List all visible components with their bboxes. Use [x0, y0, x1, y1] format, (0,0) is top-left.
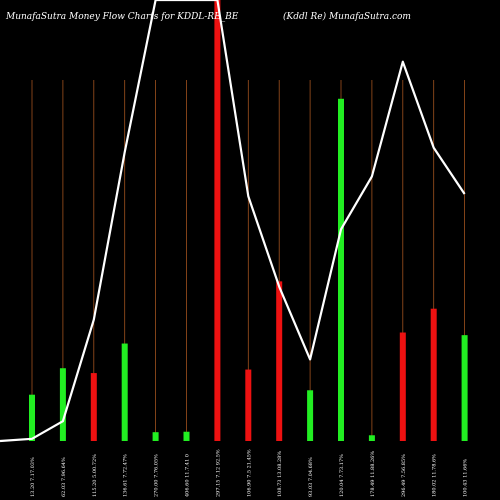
bar	[90, 373, 97, 441]
bar	[152, 432, 159, 441]
x-tick-label: 120.04 7.73.17%	[339, 454, 345, 497]
bar	[338, 98, 344, 441]
x-tick-label: 106.90 7.5 21.45%	[246, 449, 252, 497]
x-tick-label: 115.20 5.00.72%	[92, 454, 98, 497]
site-title: (Kddl Re) MunafaSutra.com	[283, 11, 411, 22]
bar	[245, 369, 252, 441]
x-tick-labels: 13.20 7.17.03% 62.03 7.96.64% 115.20 5.00.…	[30, 449, 469, 497]
bar	[461, 335, 468, 441]
x-tick-label: 100.43 11.66%	[463, 459, 469, 497]
bar	[214, 0, 221, 441]
bar	[368, 435, 375, 441]
bar	[183, 431, 190, 441]
flow-line-path	[0, 0, 466, 443]
bar	[29, 394, 35, 441]
flow-line	[0, 0, 466, 443]
bar	[121, 343, 128, 441]
bar	[276, 281, 283, 441]
x-tick-label: 108.73 13.08.28%	[277, 451, 283, 497]
bars	[29, 0, 468, 441]
x-tick-label: 62.03 7.96.64%	[61, 457, 67, 497]
x-tick-label: 136.61 7.72.47%	[123, 454, 129, 497]
bar	[399, 332, 406, 441]
x-tick-label: 178.49 11.88.26%	[370, 451, 376, 497]
x-tick-label: 93.03 7.04.68%	[308, 457, 314, 497]
chart-title: MunafaSutra Money Flow Charts for KDDL-R…	[5, 12, 239, 22]
bar	[430, 308, 437, 441]
x-tick-label: 13.20 7.17.03%	[30, 457, 36, 497]
x-tick-label: 296.49 7.56.85%	[401, 454, 407, 497]
bar	[307, 390, 314, 441]
x-tick-label: 297.15 7.12 92.5%	[215, 449, 221, 497]
bar	[59, 368, 66, 441]
x-tick-label: 180.02 11.78.6%	[432, 454, 438, 497]
x-tick-label: 270.00 7.76.05%	[154, 454, 160, 497]
x-tick-label: 406.60 11.7.41 0	[185, 454, 191, 497]
